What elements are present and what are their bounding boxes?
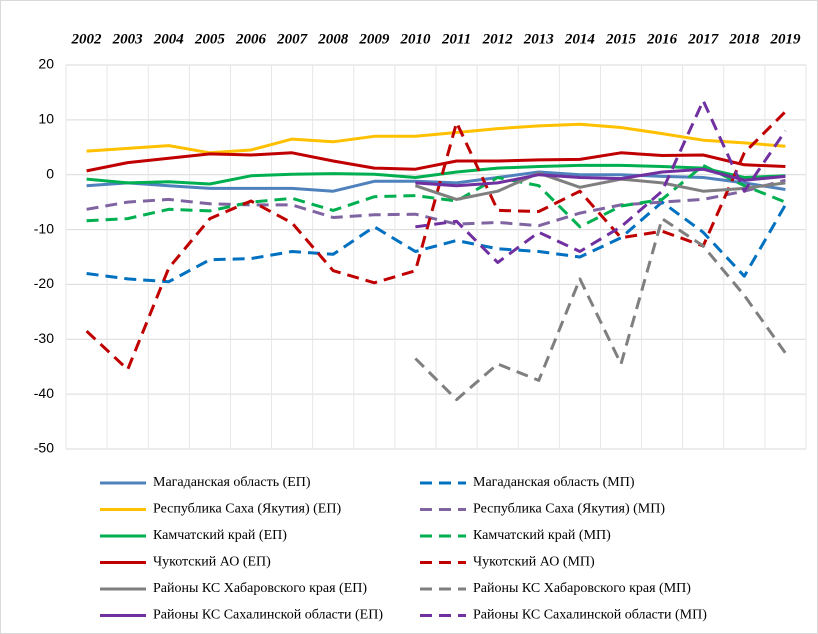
- legend-label: Камчатский край (ЕП): [153, 528, 287, 543]
- legend-label: Магаданская область (МП): [473, 475, 635, 490]
- y-tick-label: 0: [46, 165, 54, 181]
- y-tick-label: 20: [38, 56, 54, 72]
- x-tick-label: 2010: [399, 31, 431, 47]
- series-line: [85, 110, 787, 371]
- y-tick-label: -30: [34, 330, 54, 346]
- series-line: [86, 200, 787, 284]
- legend-label: Республика Саха (Якутия) (ЕП): [153, 502, 341, 517]
- series-line: [86, 151, 786, 173]
- x-tick-label: 2009: [358, 31, 390, 47]
- series-line: [86, 178, 786, 228]
- y-tick-label: 10: [38, 111, 54, 127]
- legend-label: Республика Саха (Якутия) (МП): [473, 502, 665, 517]
- y-tick-label: -40: [34, 385, 54, 401]
- y-tick-label: -20: [34, 275, 54, 291]
- legend-label: Магаданская область (ЕП): [153, 475, 311, 490]
- x-tick-label: 2013: [523, 31, 555, 47]
- legend-label: Чукотский АО (ЕП): [153, 555, 271, 570]
- legend-label: Районы КС Сахалинской области (ЕП): [153, 608, 383, 623]
- x-tick-label: 2014: [564, 31, 596, 47]
- series-line: [415, 167, 786, 188]
- x-tick-label: 2006: [235, 31, 267, 47]
- legend-label: Районы КС Хабаровского края (МП): [473, 581, 691, 596]
- series-line: [414, 217, 787, 402]
- x-tick-label: 2018: [728, 31, 760, 47]
- y-tick-label: -10: [34, 220, 54, 236]
- x-tick-label: 2017: [687, 31, 719, 47]
- x-tick-label: 2005: [194, 31, 226, 47]
- x-tick-label: 2011: [441, 31, 471, 47]
- legend-label: Районы КС Хабаровского края (ЕП): [153, 581, 367, 596]
- legend-label: Камчатский край (МП): [473, 528, 611, 543]
- series-line: [86, 163, 786, 229]
- x-tick-label: 2016: [646, 31, 678, 47]
- series-line: [415, 99, 787, 264]
- x-tick-label: 2007: [276, 31, 308, 47]
- series-line: [86, 163, 786, 186]
- y-tick-label: -50: [34, 440, 54, 456]
- x-tick-label: 2015: [605, 31, 637, 47]
- legend-label: Чукотский АО (МП): [473, 555, 595, 570]
- x-tick-label: 2002: [71, 31, 103, 47]
- series-line: [414, 171, 786, 201]
- x-tick-label: 2004: [153, 31, 185, 47]
- legend-label: Районы КС Сахалинской области (МП): [473, 608, 707, 623]
- x-tick-label: 2012: [482, 31, 514, 47]
- series-line: [86, 122, 786, 155]
- x-tick-label: 2019: [769, 31, 801, 47]
- x-tick-label: 2008: [317, 31, 349, 47]
- x-tick-label: 2003: [112, 31, 144, 47]
